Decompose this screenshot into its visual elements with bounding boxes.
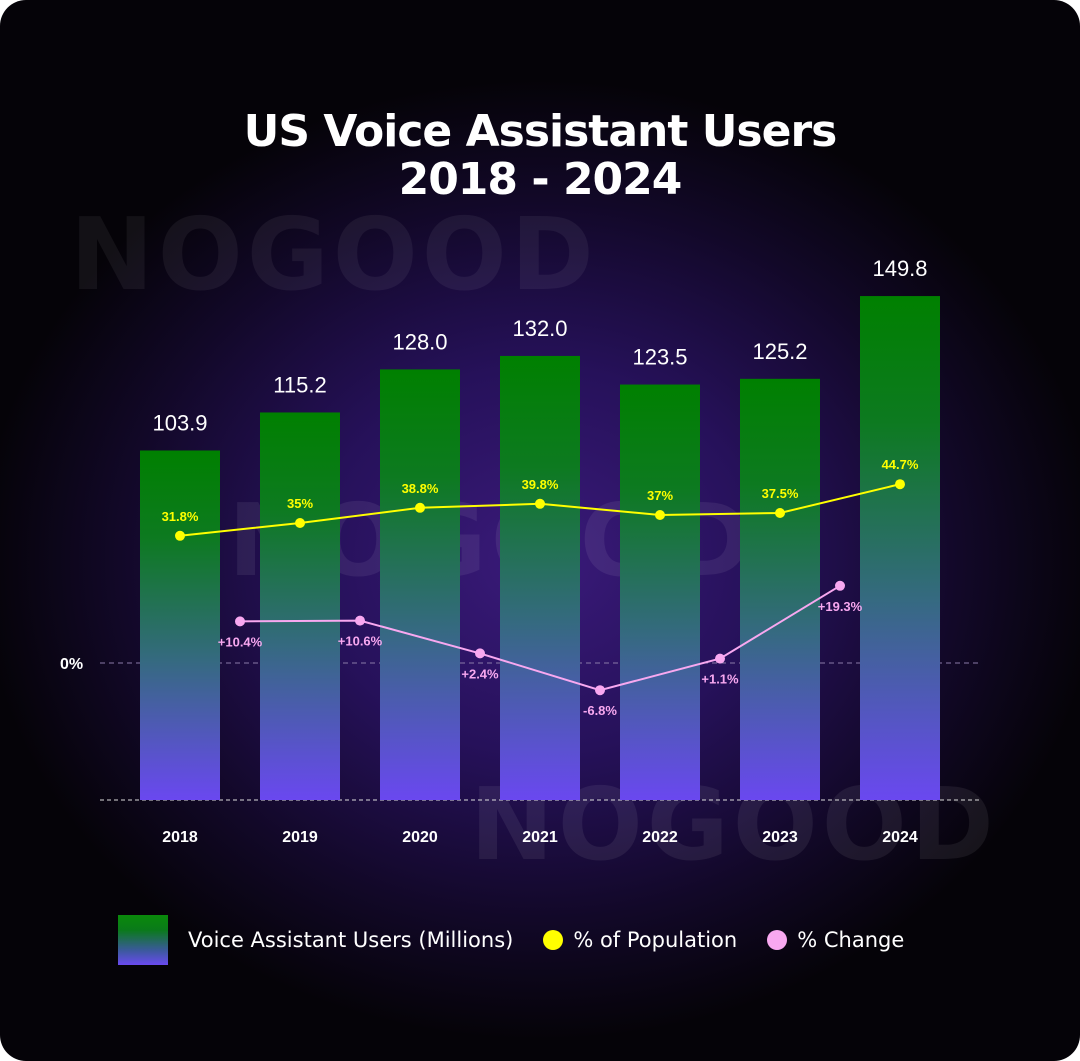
population-point: [295, 518, 305, 528]
population-label: 39.8%: [522, 477, 559, 492]
bar-2021: [500, 355, 580, 800]
bar-value-label: 128.0: [392, 329, 447, 354]
population-label: 38.8%: [402, 481, 439, 496]
bar-value-label: 149.8: [872, 256, 927, 281]
bar-value-label: 123.5: [632, 345, 687, 370]
legend-dot-population: [543, 930, 564, 950]
change-line: [239, 584, 841, 692]
change-point: [595, 685, 605, 696]
legend: Voice Assistant Users (Millions) % of Po…: [118, 915, 904, 965]
bar-2022: [620, 384, 700, 800]
bar-2018: [140, 450, 220, 800]
zero-label: 0%: [60, 656, 83, 673]
population-point: [535, 498, 545, 509]
population-point: [775, 508, 785, 518]
x-tick-label: 2023: [762, 829, 798, 846]
population-label: 35%: [287, 496, 313, 511]
change-point: [235, 616, 245, 627]
change-label: +2.4%: [461, 666, 499, 681]
x-tick-label: 2024: [882, 829, 918, 846]
bar-value-label: 103.9: [152, 410, 207, 435]
chart-subtitle: 2018 - 2024: [398, 154, 683, 205]
population-point: [895, 479, 905, 490]
population-label: 44.7%: [882, 457, 919, 472]
change-label: +10.6%: [338, 634, 383, 649]
change-label: +19.3%: [818, 599, 863, 614]
population-point: [415, 502, 425, 513]
bar-value-label: 115.2: [273, 372, 326, 397]
x-tick-label: 2018: [162, 829, 198, 846]
population-point: [175, 530, 185, 541]
chart-title: US Voice Assistant Users: [243, 106, 838, 157]
change-point: [475, 648, 485, 659]
legend-dot-change: [767, 930, 788, 950]
change-label: -6.8%: [583, 703, 617, 718]
change-point: [355, 615, 365, 626]
population-label: 37.5%: [762, 486, 799, 501]
x-tick-label: 2019: [282, 829, 318, 846]
bar-2023: [740, 378, 820, 800]
change-label: +10.4%: [218, 634, 263, 649]
legend-swatch-users: [118, 915, 168, 965]
x-tick-label: 2022: [642, 829, 678, 846]
bar-value-label: 125.2: [752, 339, 807, 364]
bar-2024: [860, 296, 940, 800]
change-point: [835, 580, 845, 591]
population-point: [655, 510, 665, 520]
x-tick-label: 2020: [402, 829, 438, 846]
watermark-logo: NOGOOD: [70, 196, 598, 313]
population-label: 37%: [647, 488, 673, 503]
legend-label-users: Voice Assistant Users (Millions): [188, 928, 514, 952]
legend-label-change: % Change: [797, 928, 905, 952]
bar-2020: [380, 369, 460, 800]
change-point: [715, 653, 725, 664]
change-label: +1.1%: [701, 672, 739, 687]
bar-value-label: 132.0: [512, 316, 567, 341]
bar-2019: [260, 412, 340, 800]
x-tick-label: 2021: [522, 829, 558, 846]
population-label: 31.8%: [162, 509, 199, 524]
legend-label-population: % of Population: [573, 928, 738, 952]
